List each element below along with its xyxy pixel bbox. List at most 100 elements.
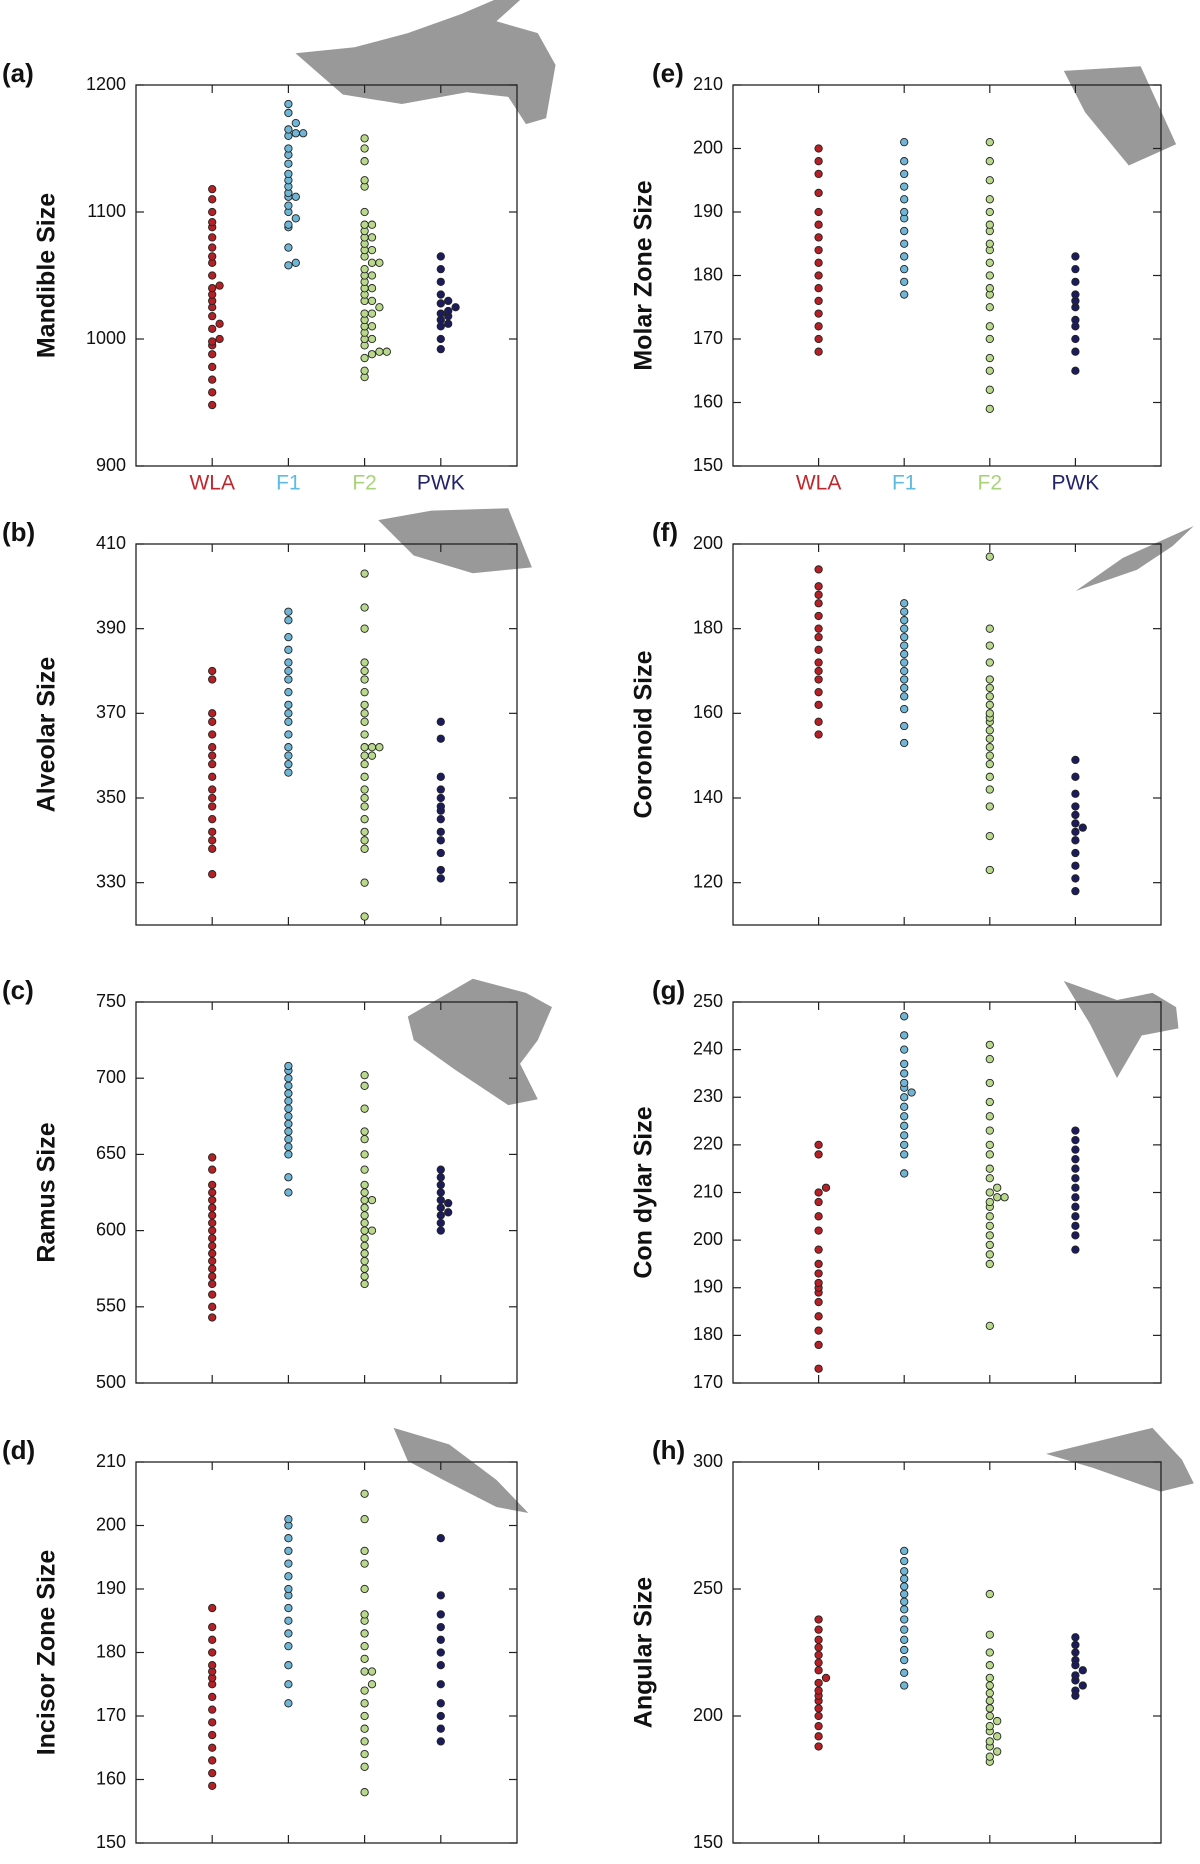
data-dot — [284, 1642, 293, 1651]
x-category-label: F2 — [352, 472, 377, 495]
data-dot — [284, 1081, 293, 1090]
data-dot — [360, 1788, 369, 1797]
data-dot — [436, 1622, 445, 1632]
data-dot — [360, 1226, 369, 1235]
y-tick-label: 390 — [96, 617, 126, 637]
data-dot — [284, 632, 293, 642]
data-dot — [436, 1699, 445, 1708]
data-dot — [900, 666, 909, 676]
data-dot — [436, 1591, 445, 1600]
data-dot — [284, 1096, 293, 1106]
data-dot — [900, 1140, 909, 1150]
data-dot — [814, 284, 823, 293]
data-dot — [1078, 1681, 1087, 1690]
y-tick-label: 500 — [96, 1372, 126, 1392]
plot-frame — [135, 1001, 518, 1384]
data-dot — [436, 793, 445, 803]
data-dot — [985, 734, 994, 743]
data-dot — [985, 404, 994, 413]
data-dot — [284, 607, 293, 616]
data-dot — [436, 277, 445, 286]
data-dot — [907, 1088, 916, 1097]
data-dot — [1071, 819, 1080, 828]
data-dot — [360, 220, 369, 229]
data-dot — [208, 337, 217, 346]
y-axis-label: Coronoid Size — [630, 650, 658, 818]
data-dot — [1078, 823, 1087, 832]
data-dot — [814, 1704, 823, 1713]
data-dot — [436, 1180, 445, 1190]
data-dot — [900, 683, 909, 693]
data-dot — [814, 334, 823, 344]
data-dot — [814, 1650, 823, 1660]
data-dot — [367, 233, 377, 242]
y-tick-label: 650 — [96, 1143, 126, 1163]
y-tick-label: 230 — [693, 1086, 723, 1106]
data-dot — [900, 721, 909, 731]
data-dot — [284, 125, 293, 134]
data-dot — [360, 176, 369, 185]
data-dot — [284, 1559, 293, 1568]
data-dot — [367, 220, 377, 229]
data-dot — [436, 865, 445, 875]
data-dot — [814, 658, 823, 667]
data-dot — [985, 1722, 994, 1731]
data-dot — [814, 207, 823, 217]
data-dot — [900, 616, 909, 625]
data-dot — [208, 1180, 217, 1190]
data-dot — [360, 1489, 369, 1498]
data-dot — [814, 1340, 823, 1350]
x-category-label: F2 — [978, 472, 1003, 495]
data-dot — [284, 688, 293, 697]
data-dot — [900, 1169, 909, 1178]
data-dot — [814, 347, 823, 356]
data-dot — [814, 1678, 823, 1688]
data-dot — [900, 1668, 909, 1677]
data-dot — [208, 675, 217, 684]
y-tick-label: 350 — [96, 787, 126, 807]
data-dot — [985, 284, 994, 293]
data-dot — [814, 1615, 823, 1624]
data-dot — [900, 207, 909, 217]
data-dot — [360, 1256, 369, 1266]
y-tick-label: 180 — [693, 264, 723, 284]
data-dot — [360, 793, 369, 803]
data-dot — [208, 1234, 217, 1243]
data-dot — [208, 1603, 217, 1613]
data-dot — [208, 271, 217, 280]
data-dot — [360, 688, 369, 697]
data-dot — [814, 624, 823, 633]
data-dot — [360, 912, 369, 921]
data-dot — [900, 1582, 909, 1591]
y-axis-label: Incisor Zone Size — [33, 1550, 61, 1756]
y-tick-label: 240 — [693, 1038, 723, 1058]
y-tick-label: 180 — [96, 1641, 126, 1661]
data-dot — [284, 645, 293, 654]
data-dot — [436, 772, 445, 781]
data-dot — [985, 1711, 994, 1721]
data-dot — [284, 1616, 293, 1625]
y-tick-label: 200 — [96, 1514, 126, 1534]
data-dot — [291, 118, 300, 128]
y-axis-label: Molar Zone Size — [630, 180, 658, 370]
y-tick-label: 140 — [693, 787, 723, 807]
data-dot — [900, 599, 909, 608]
data-dot — [284, 220, 293, 229]
data-dot — [993, 1747, 1002, 1756]
data-dot — [814, 220, 823, 229]
data-dot — [985, 1240, 994, 1250]
data-dot — [1071, 334, 1080, 344]
data-dot — [814, 1666, 823, 1675]
data-dot — [985, 271, 994, 280]
data-dot — [436, 1173, 445, 1182]
data-dot — [985, 1673, 994, 1683]
data-dot — [208, 1730, 217, 1740]
data-dot — [814, 1245, 823, 1254]
data-dot — [985, 1197, 994, 1207]
y-tick-label: 1000 — [86, 328, 126, 348]
data-dot — [208, 802, 217, 811]
data-dot — [900, 239, 909, 248]
data-dot — [284, 675, 293, 684]
data-dot — [900, 264, 909, 274]
data-dot — [900, 137, 909, 147]
